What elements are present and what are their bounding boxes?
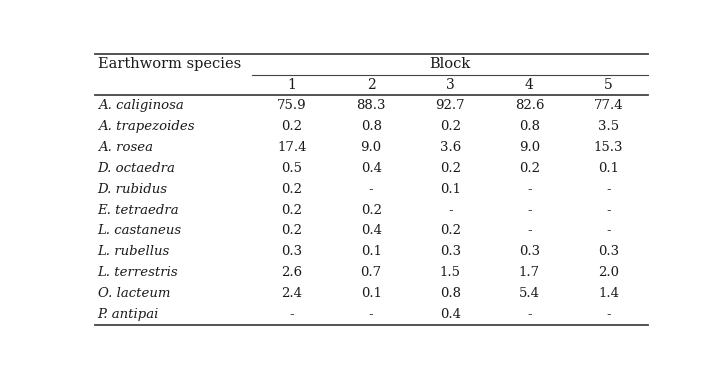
Text: -: -: [606, 308, 611, 321]
Text: -: -: [606, 183, 611, 196]
Text: 9.0: 9.0: [519, 141, 540, 154]
Text: 1.7: 1.7: [519, 266, 540, 279]
Text: L. castaneus: L. castaneus: [98, 224, 181, 238]
Text: 5.4: 5.4: [519, 287, 540, 300]
Text: 5: 5: [604, 78, 613, 92]
Text: 0.2: 0.2: [281, 224, 303, 238]
Text: -: -: [606, 224, 611, 238]
Text: P. antipai: P. antipai: [98, 308, 159, 321]
Text: 0.2: 0.2: [440, 224, 461, 238]
Text: A. trapezoides: A. trapezoides: [98, 120, 194, 133]
Text: 0.2: 0.2: [281, 120, 303, 133]
Text: 92.7: 92.7: [436, 99, 465, 112]
Text: 75.9: 75.9: [277, 99, 307, 112]
Text: 0.4: 0.4: [361, 224, 382, 238]
Text: 0.4: 0.4: [440, 308, 461, 321]
Text: E. tetraedra: E. tetraedra: [98, 204, 179, 217]
Text: 2.0: 2.0: [598, 266, 619, 279]
Text: L. terrestris: L. terrestris: [98, 266, 178, 279]
Text: 0.1: 0.1: [598, 162, 619, 175]
Text: 0.1: 0.1: [440, 183, 461, 196]
Text: 4: 4: [525, 78, 534, 92]
Text: 3.6: 3.6: [440, 141, 461, 154]
Text: 9.0: 9.0: [361, 141, 382, 154]
Text: 0.2: 0.2: [361, 204, 382, 217]
Text: -: -: [290, 308, 294, 321]
Text: -: -: [527, 308, 532, 321]
Text: 1.4: 1.4: [598, 287, 619, 300]
Text: 0.3: 0.3: [598, 245, 619, 258]
Text: 0.1: 0.1: [361, 287, 382, 300]
Text: 0.3: 0.3: [281, 245, 303, 258]
Text: 82.6: 82.6: [515, 99, 544, 112]
Text: -: -: [448, 204, 453, 217]
Text: 0.2: 0.2: [281, 183, 303, 196]
Text: D. rubidus: D. rubidus: [98, 183, 168, 196]
Text: 0.8: 0.8: [519, 120, 540, 133]
Text: 3: 3: [446, 78, 455, 92]
Text: -: -: [369, 308, 373, 321]
Text: -: -: [527, 183, 532, 196]
Text: 2.6: 2.6: [281, 266, 303, 279]
Text: -: -: [606, 204, 611, 217]
Text: D. octaedra: D. octaedra: [98, 162, 176, 175]
Text: O. lacteum: O. lacteum: [98, 287, 170, 300]
Text: 0.3: 0.3: [440, 245, 461, 258]
Text: 0.4: 0.4: [361, 162, 382, 175]
Text: 0.8: 0.8: [361, 120, 382, 133]
Text: 1.5: 1.5: [440, 266, 461, 279]
Text: -: -: [527, 224, 532, 238]
Text: Earthworm species: Earthworm species: [98, 57, 241, 71]
Text: 17.4: 17.4: [277, 141, 307, 154]
Text: 3.5: 3.5: [598, 120, 619, 133]
Text: 0.2: 0.2: [440, 120, 461, 133]
Text: 2.4: 2.4: [281, 287, 303, 300]
Text: Block: Block: [430, 57, 471, 71]
Text: -: -: [527, 204, 532, 217]
Text: 1: 1: [288, 78, 296, 92]
Text: 0.8: 0.8: [440, 287, 461, 300]
Text: A. caliginosa: A. caliginosa: [98, 99, 183, 112]
Text: 0.2: 0.2: [281, 204, 303, 217]
Text: L. rubellus: L. rubellus: [98, 245, 170, 258]
Text: 88.3: 88.3: [356, 99, 386, 112]
Text: 0.7: 0.7: [361, 266, 382, 279]
Text: 0.1: 0.1: [361, 245, 382, 258]
Text: 15.3: 15.3: [594, 141, 623, 154]
Text: -: -: [369, 183, 373, 196]
Text: A. rosea: A. rosea: [98, 141, 153, 154]
Text: 0.2: 0.2: [440, 162, 461, 175]
Text: 0.2: 0.2: [519, 162, 540, 175]
Text: 0.5: 0.5: [281, 162, 303, 175]
Text: 2: 2: [367, 78, 376, 92]
Text: 0.3: 0.3: [519, 245, 540, 258]
Text: 77.4: 77.4: [594, 99, 623, 112]
